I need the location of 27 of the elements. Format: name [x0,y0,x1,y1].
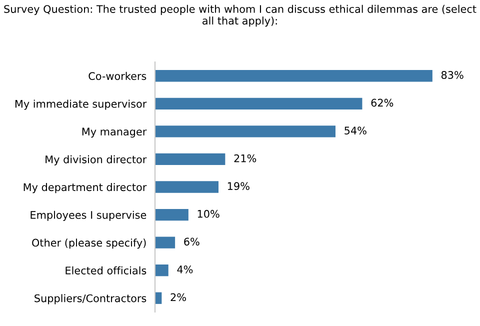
bar [155,208,188,221]
data-label: 54% [344,126,366,134]
bar [155,236,176,248]
y-tick-label: Elected officials [66,266,146,274]
y-tick-label: My division director [46,155,147,166]
bar [155,98,362,110]
data-label: 6% [184,238,200,246]
bar [155,153,226,166]
bar [155,70,432,82]
data-label: 4% [177,265,193,274]
data-label: 62% [371,98,394,107]
bar [155,181,219,193]
y-tick-label: My immediate supervisor [15,100,147,110]
y-tick-label: Other (please specify) [32,238,146,249]
bar [155,126,336,138]
y-tick-label: Suppliers/Contractors [34,294,146,304]
chart-title: Survey Question: The trusted people with whom I can discuss ethical dilemmas are (select all that apply): [4,4,476,27]
data-label: 21% [234,154,256,162]
data-label: 10% [198,210,220,218]
y-tick-label: My manager [82,128,147,138]
bar [155,264,168,276]
y-tick-label: Employees I supervise [30,210,146,221]
data-label: 19% [228,182,250,190]
data-label: 83% [441,71,464,79]
data-label: 2% [170,293,186,302]
y-tick-label: Co-workers [88,72,146,80]
y-tick-label: My department director [24,183,147,194]
